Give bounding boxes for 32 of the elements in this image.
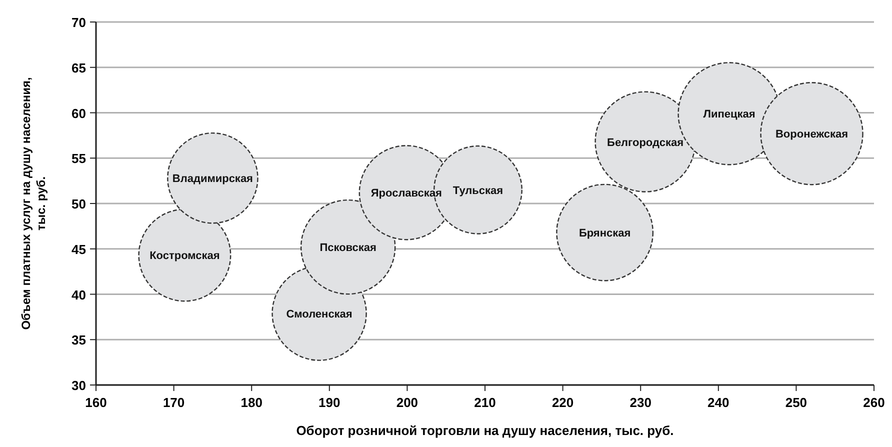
- y-tick-label: 65: [72, 60, 86, 76]
- data-label: Брянская: [578, 228, 631, 240]
- data-label: Липецкая: [703, 108, 756, 121]
- y-axis-title: Объем платных услуг на душу населения, тыс. руб.: [19, 77, 48, 330]
- y-tick-label: 50: [72, 196, 86, 212]
- data-label: Костромская: [150, 250, 220, 262]
- x-tick-label: 170: [162, 395, 185, 410]
- y-tick-label: 40: [72, 287, 86, 302]
- y-tick-label: 30: [72, 378, 86, 393]
- x-tick-label: 240: [708, 395, 730, 410]
- x-tick-label: 250: [785, 395, 808, 410]
- data-label: Тульская: [452, 184, 504, 197]
- x-tick-label: 260: [863, 395, 885, 410]
- x-tick-label: 210: [474, 395, 496, 410]
- x-tick-label: 220: [552, 395, 574, 410]
- y-tick-label: 35: [72, 332, 86, 348]
- x-tick-label: 180: [240, 395, 262, 410]
- data-label: Владимирская: [172, 173, 253, 186]
- data-label: Смоленская: [286, 308, 352, 320]
- x-axis-title: Оборот розничной торговли на душу населения, тыс. руб.: [296, 423, 674, 438]
- data-label: Ярославская: [370, 188, 442, 200]
- y-tick-label: 60: [72, 106, 86, 121]
- y-tick-label: 45: [72, 242, 86, 257]
- data-label: Воронежская: [775, 128, 848, 141]
- y-tick-label: 70: [72, 15, 86, 30]
- data-label: Белгородская: [607, 136, 684, 149]
- x-tick-label: 160: [85, 395, 107, 410]
- x-tick-label: 200: [396, 395, 418, 410]
- data-label: Псковская: [320, 242, 376, 254]
- y-tick-label: 55: [72, 151, 86, 166]
- x-tick-label: 190: [318, 395, 340, 410]
- x-tick-label: 230: [630, 395, 652, 410]
